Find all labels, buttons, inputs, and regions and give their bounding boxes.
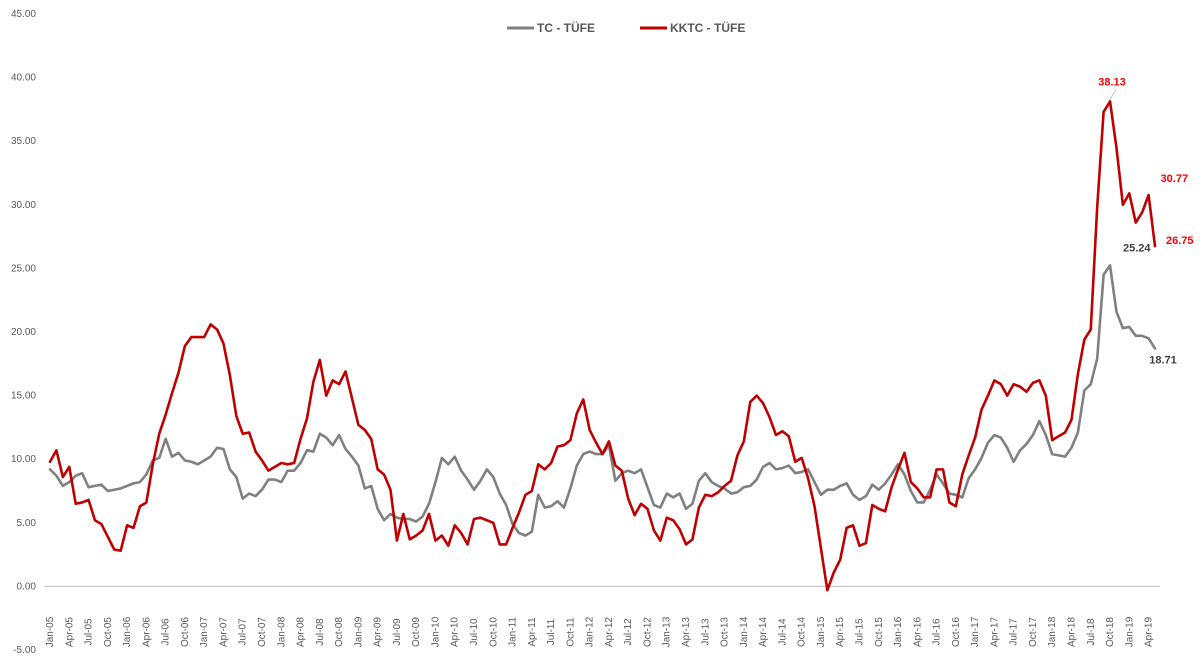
x-tick-label: Oct-09	[411, 617, 422, 647]
x-tick-label: Jan-13	[662, 616, 673, 647]
x-tick-label: Jan-14	[739, 616, 750, 647]
data-label: 26.75	[1166, 235, 1194, 247]
data-labels: 38.13 30.77 26.75 25.24 18.71	[1098, 76, 1193, 366]
y-tick-label: 25.00	[11, 263, 36, 274]
x-tick-label: Jul-09	[392, 618, 403, 646]
x-tick-label: Oct-15	[874, 617, 885, 647]
x-tick-label: Jan-05	[45, 616, 56, 647]
x-axis: Jan-05 Apr-05 Jul-05 Oct-05 Jan-06 Apr-06 Jul-…	[45, 616, 1155, 647]
y-axis: -5.00 0.00 5.00 10.00 15.00 20.00 25.00 30.00 35…	[11, 9, 36, 656]
x-tick-label: Oct-13	[720, 617, 731, 647]
x-tick-label: Oct-17	[1028, 617, 1039, 647]
x-tick-label: Apr-15	[835, 617, 846, 647]
x-tick-label: Oct-05	[103, 617, 114, 647]
x-tick-label: Apr-08	[296, 617, 307, 647]
x-tick-label: Apr-12	[604, 617, 615, 647]
data-label: 25.24	[1123, 242, 1151, 254]
data-label: 18.71	[1149, 354, 1177, 366]
x-tick-label: Oct-16	[951, 617, 962, 647]
x-tick-label: Jul-05	[84, 618, 95, 646]
x-tick-label: Oct-12	[642, 617, 653, 647]
legend: TC - TÜFE KKTC - TÜFE	[507, 20, 745, 35]
x-tick-label: Jan-07	[199, 616, 210, 647]
x-tick-label: Apr-10	[450, 617, 461, 647]
y-tick-label: 40.00	[11, 73, 36, 84]
x-tick-label: Jan-10	[430, 616, 441, 647]
y-tick-label: 45.00	[11, 9, 36, 20]
x-tick-label: Jan-15	[816, 616, 827, 647]
legend-label: TC - TÜFE	[537, 20, 595, 35]
x-tick-label: Apr-13	[681, 617, 692, 647]
x-tick-label: Jan-11	[508, 617, 519, 647]
x-tick-label: Jul-06	[161, 618, 172, 646]
x-tick-label: Apr-19	[1144, 617, 1155, 647]
x-tick-label: Oct-06	[180, 617, 191, 647]
x-tick-label: Apr-05	[64, 617, 75, 647]
y-tick-label: 30.00	[11, 200, 36, 211]
x-tick-label: Jan-16	[893, 616, 904, 647]
x-tick-label: Jan-17	[970, 616, 981, 647]
y-tick-label: 15.00	[11, 391, 36, 402]
x-tick-label: Jul-11	[546, 618, 557, 645]
x-tick-label: Jul-17	[1009, 618, 1020, 646]
x-tick-label: Jan-18	[1047, 616, 1058, 647]
x-tick-label: Jul-18	[1086, 618, 1097, 646]
y-tick-label: 20.00	[11, 327, 36, 338]
x-tick-label: Oct-10	[488, 617, 499, 647]
legend-label: KKTC - TÜFE	[670, 20, 745, 35]
y-tick-label: 10.00	[11, 454, 36, 465]
x-tick-label: Jul-16	[932, 618, 943, 646]
x-tick-label: Jul-10	[469, 618, 480, 646]
y-tick-label: 5.00	[17, 518, 37, 529]
x-tick-label: Oct-11	[565, 617, 576, 647]
data-label-leader	[1109, 89, 1117, 100]
x-tick-label: Jan-06	[122, 616, 133, 647]
x-tick-label: Jan-12	[585, 616, 596, 647]
series-lines	[48, 100, 1157, 592]
y-tick-label: 0.00	[17, 581, 37, 592]
x-tick-label: Apr-18	[1066, 617, 1077, 647]
x-tick-label: Apr-17	[989, 617, 1000, 647]
y-tick-label: -5.00	[13, 645, 36, 656]
x-tick-label: Apr-16	[912, 617, 923, 647]
x-tick-label: Apr-09	[373, 617, 384, 647]
data-label: 38.13	[1098, 76, 1126, 88]
x-tick-label: Apr-07	[218, 617, 229, 647]
x-tick-label: Apr-11	[527, 617, 538, 647]
x-tick-label: Jul-07	[238, 618, 249, 646]
x-tick-label: Oct-07	[257, 617, 268, 647]
x-tick-label: Jul-08	[315, 618, 326, 646]
series-line-kktc-tufe	[48, 100, 1157, 592]
x-tick-label: Apr-06	[141, 617, 152, 647]
y-tick-label: 35.00	[11, 136, 36, 147]
x-tick-label: Jul-14	[777, 618, 788, 646]
x-tick-label: Jul-12	[623, 618, 634, 646]
data-label: 30.77	[1161, 173, 1189, 185]
x-tick-label: Oct-18	[1105, 617, 1116, 647]
x-tick-label: Jan-08	[276, 616, 287, 647]
x-tick-label: Jul-13	[700, 618, 711, 646]
x-tick-label: Oct-14	[797, 617, 808, 647]
x-tick-label: Apr-14	[758, 617, 769, 647]
x-tick-label: Jan-19	[1124, 616, 1135, 647]
x-tick-label: Jan-09	[353, 616, 364, 647]
x-tick-label: Jul-15	[854, 618, 865, 646]
x-tick-label: Oct-08	[334, 617, 345, 647]
